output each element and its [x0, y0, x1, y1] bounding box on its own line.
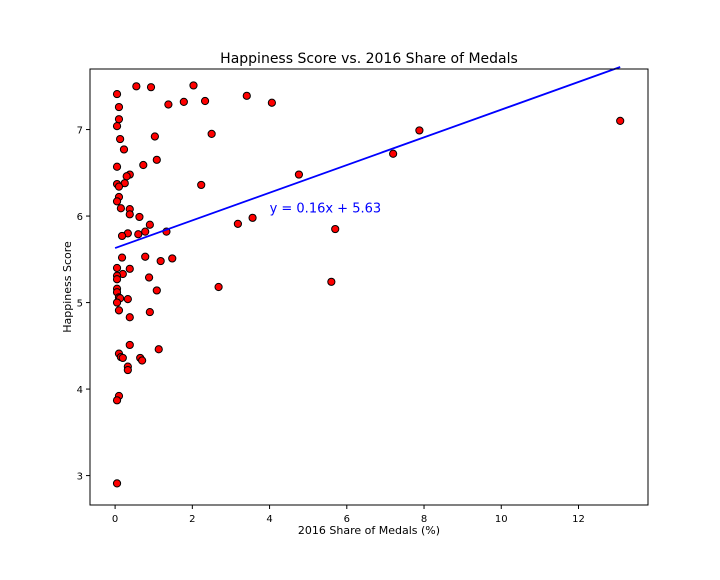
y-tick-label: 5 — [77, 299, 83, 310]
data-point — [114, 115, 124, 124]
data-point — [116, 134, 125, 144]
data-point — [119, 145, 129, 154]
data-point — [145, 307, 154, 317]
y-axis-label: Happiness Score — [61, 241, 74, 333]
data-point — [179, 97, 188, 106]
x-tick-label: 8 — [421, 514, 427, 525]
chart-title: Happiness Score vs. 2016 Share of Medals — [220, 51, 518, 67]
x-tick-label: 4 — [266, 514, 272, 525]
data-point — [152, 286, 161, 295]
data-point — [214, 282, 223, 292]
data-point — [122, 172, 131, 181]
data-point — [154, 345, 163, 354]
data-point — [125, 313, 134, 322]
data-point — [135, 212, 144, 222]
data-point — [116, 204, 125, 213]
data-point — [207, 129, 216, 138]
regression-equation: y = 0.16x + 5.63 — [270, 202, 382, 217]
data-point — [616, 116, 625, 126]
data-point — [139, 160, 148, 170]
data-point — [389, 149, 398, 158]
data-point — [189, 81, 198, 90]
regression-line — [114, 66, 621, 249]
data-point — [117, 231, 127, 241]
data-point — [242, 91, 251, 100]
data-point — [146, 83, 156, 92]
data-point — [415, 126, 424, 135]
data-point — [112, 275, 122, 284]
data-point — [114, 182, 124, 191]
x-tick-label: 0 — [112, 514, 118, 525]
data-point — [197, 180, 206, 190]
y-tick-label: 7 — [77, 126, 83, 137]
data-point — [138, 356, 147, 365]
data-point — [112, 298, 122, 307]
data-point — [112, 197, 122, 206]
data-point — [112, 479, 122, 488]
data-point — [112, 89, 122, 99]
y-tick-label: 6 — [77, 212, 83, 223]
data-point — [112, 121, 122, 131]
data-point — [294, 170, 304, 179]
data-point — [141, 227, 150, 236]
data-point — [112, 162, 122, 171]
data-point — [117, 253, 127, 262]
y-tick-label: 3 — [77, 472, 83, 483]
plot-frame — [89, 68, 649, 506]
data-point — [118, 353, 127, 363]
plot-area — [112, 66, 625, 488]
data-point — [156, 256, 165, 266]
x-tick-label: 10 — [495, 514, 508, 525]
data-point — [123, 295, 132, 304]
data-point — [327, 277, 336, 286]
x-tick-label: 6 — [344, 514, 350, 525]
y-tick-label: 4 — [77, 385, 83, 396]
data-point — [114, 102, 124, 112]
data-point — [112, 396, 122, 405]
data-point — [114, 306, 124, 315]
data-point — [134, 230, 143, 239]
data-point — [331, 224, 340, 234]
data-point — [125, 340, 134, 350]
x-axis-label: 2016 Share of Medals (%) — [298, 524, 440, 537]
x-tick-label: 2 — [189, 514, 195, 525]
x-tick-label: 12 — [572, 514, 585, 525]
data-point — [233, 219, 242, 228]
data-point — [132, 82, 141, 91]
data-point — [141, 252, 150, 261]
data-point — [168, 254, 177, 263]
data-point — [145, 220, 154, 229]
data-point — [152, 155, 161, 164]
data-point — [164, 100, 173, 109]
data-point — [123, 365, 132, 375]
data-point — [144, 273, 154, 282]
data-point — [150, 132, 159, 141]
data-point — [200, 96, 210, 106]
data-point — [125, 264, 134, 273]
data-point — [125, 210, 134, 219]
data-point — [112, 263, 122, 273]
data-point — [248, 213, 257, 222]
data-point — [267, 98, 276, 107]
